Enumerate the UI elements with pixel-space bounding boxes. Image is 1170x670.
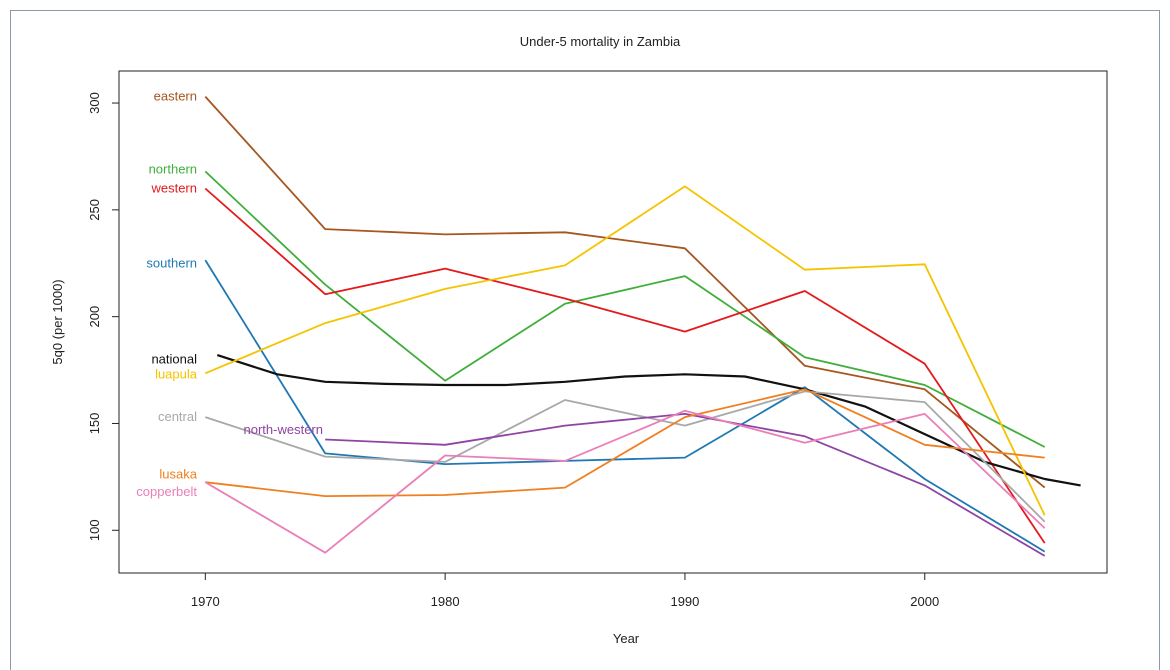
chart-title: Under-5 mortality in Zambia (520, 34, 681, 49)
series-label-central: central (158, 409, 197, 424)
y-tick-label-250: 250 (87, 199, 102, 221)
x-tick-label-2000: 2000 (910, 594, 939, 609)
series-labels: easternnorthernwesternsouthernnationallu… (136, 89, 323, 499)
series-label-copperbelt: copperbelt (136, 484, 197, 499)
series-label-national: national (151, 351, 197, 366)
series-label-northern: northern (149, 161, 197, 176)
series-label-lusaka: lusaka (159, 467, 197, 482)
y-axis-label: 5q0 (per 1000) (50, 279, 65, 364)
x-axis-label: Year (613, 631, 640, 646)
y-axis: 100 150 200 250 300 (87, 92, 119, 541)
series-label-eastern: eastern (154, 89, 197, 104)
series-label-luapula: luapula (155, 366, 198, 381)
series-line-copperbelt (204, 409, 1046, 554)
plot-area-box (118, 70, 1108, 574)
series-label-north-western: north-western (244, 422, 323, 437)
series-line-western (204, 187, 1046, 544)
series-lines (204, 95, 1081, 557)
y-tick-label-150: 150 (87, 413, 102, 435)
x-tick-label-1980: 1980 (431, 594, 460, 609)
y-tick-label-100: 100 (87, 519, 102, 541)
series-line-central (205, 390, 1046, 523)
series-line-southern (204, 259, 1046, 553)
series-line-lusaka (205, 388, 1045, 498)
series-line-north-western (325, 412, 1046, 557)
series-line-northern (204, 170, 1046, 448)
series-label-western: western (150, 180, 197, 195)
series-label-southern: southern (146, 255, 197, 270)
series-line-national (216, 354, 1081, 487)
figure-frame (10, 10, 1160, 670)
y-tick-label-300: 300 (87, 92, 102, 114)
x-tick-label-1970: 1970 (191, 594, 220, 609)
x-axis: 1970 1980 1990 2000 (191, 572, 939, 609)
series-line-eastern (204, 95, 1046, 489)
series-line-luapula (204, 185, 1046, 516)
y-tick-label-200: 200 (87, 306, 102, 328)
x-tick-label-1990: 1990 (670, 594, 699, 609)
